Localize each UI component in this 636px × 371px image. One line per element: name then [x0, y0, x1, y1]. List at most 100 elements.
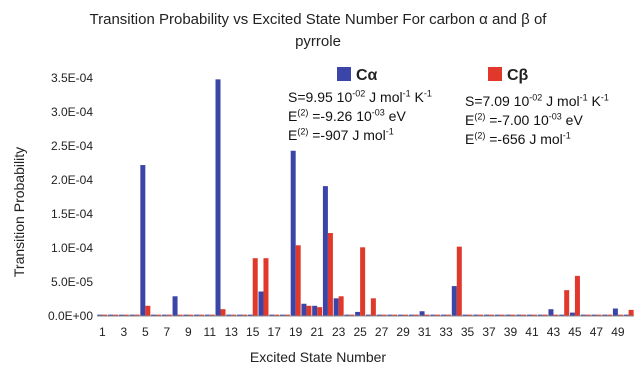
bar-cbeta-47 — [596, 314, 602, 316]
bar-calpha-39 — [505, 314, 511, 316]
bar-cbeta-12 — [220, 309, 226, 316]
bar-cbeta-16 — [263, 258, 269, 316]
x-tick-label: 45 — [568, 325, 582, 339]
cbeta-energy-ev: E(2) =-7.00 10-03 eV — [465, 111, 583, 128]
bar-cbeta-42 — [542, 314, 548, 316]
bar-calpha-29 — [398, 314, 404, 316]
bar-calpha-27 — [376, 314, 382, 316]
bar-calpha-37 — [484, 314, 490, 316]
x-tick-label: 49 — [611, 325, 625, 339]
x-tick-label: 3 — [121, 325, 128, 339]
bar-cbeta-11 — [209, 314, 215, 316]
x-tick-label: 1 — [99, 325, 106, 339]
bar-calpha-41 — [526, 314, 532, 316]
bar-calpha-47 — [591, 314, 597, 316]
bar-calpha-31 — [419, 311, 425, 316]
bar-calpha-8 — [172, 296, 178, 316]
bar-cbeta-30 — [413, 314, 419, 316]
x-tick-label: 19 — [289, 325, 303, 339]
bar-calpha-6 — [151, 314, 157, 316]
x-tick-label: 17 — [268, 325, 282, 339]
bar-cbeta-33 — [446, 314, 452, 316]
bar-calpha-49 — [612, 308, 618, 316]
legend-label-cbeta: Cβ — [507, 67, 529, 84]
bar-cbeta-9 — [188, 314, 194, 316]
x-tick-label: 23 — [332, 325, 346, 339]
bar-cbeta-20 — [306, 305, 312, 316]
bar-cbeta-32 — [435, 314, 441, 316]
bar-cbeta-19 — [295, 245, 301, 316]
x-tick-label: 41 — [525, 325, 539, 339]
x-tick-label: 25 — [353, 325, 367, 339]
bar-calpha-7 — [161, 314, 167, 316]
bar-cbeta-14 — [241, 314, 247, 316]
bar-cbeta-6 — [156, 314, 162, 316]
x-tick-label: 27 — [375, 325, 389, 339]
calpha-energy-ev: E(2) =-9.26 10-03 eV — [288, 107, 406, 124]
bar-calpha-19 — [290, 150, 296, 316]
bar-calpha-20 — [301, 303, 307, 316]
x-tick-label: 15 — [246, 325, 260, 339]
y-axis-ticks: 0.0E+00 5.0E-05 1.0E-04 1.5E-04 2.0E-04 2.5E-… — [48, 71, 93, 323]
bar-calpha-25 — [355, 311, 361, 316]
y-tick-label: 3.0E-04 — [51, 105, 93, 119]
y-tick-label: 2.5E-04 — [51, 139, 93, 153]
bar-calpha-15 — [247, 314, 253, 316]
bar-calpha-35 — [462, 314, 468, 316]
bar-cbeta-49 — [617, 314, 623, 316]
bar-calpha-42 — [537, 314, 543, 316]
bar-calpha-33 — [441, 314, 447, 316]
bar-cbeta-24 — [349, 314, 355, 316]
bar-calpha-28 — [387, 314, 393, 316]
bar-calpha-32 — [430, 314, 436, 316]
x-tick-label: 31 — [418, 325, 432, 339]
bar-cbeta-48 — [607, 314, 613, 316]
bar-calpha-23 — [333, 298, 339, 316]
x-tick-label: 37 — [482, 325, 496, 339]
bar-cbeta-39 — [510, 314, 516, 316]
bar-cbeta-5 — [145, 305, 151, 316]
bar-cbeta-36 — [478, 314, 484, 316]
bar-calpha-5 — [140, 165, 146, 316]
bar-cbeta-50 — [628, 309, 634, 316]
calpha-entropy: S=9.95 10-02 J mol-1 K-1 — [288, 88, 432, 105]
x-tick-label: 35 — [461, 325, 475, 339]
bar-cbeta-43 — [553, 314, 559, 316]
x-tick-label: 39 — [504, 325, 518, 339]
bar-calpha-44 — [559, 314, 565, 316]
bar-cbeta-15 — [252, 258, 258, 316]
legend-swatch-calpha — [337, 67, 351, 81]
x-tick-label: 5 — [142, 325, 149, 339]
x-tick-label: 21 — [310, 325, 324, 339]
x-tick-label: 29 — [396, 325, 410, 339]
x-tick-label: 43 — [547, 325, 561, 339]
bar-cbeta-27 — [381, 314, 387, 316]
y-tick-label: 1.5E-04 — [51, 207, 93, 221]
bar-calpha-1 — [97, 314, 103, 316]
bar-cbeta-4 — [134, 314, 140, 316]
legend-label-calpha: Cα — [356, 67, 378, 84]
bar-calpha-13 — [226, 314, 232, 316]
bar-cbeta-28 — [392, 314, 398, 316]
bar-cbeta-37 — [489, 314, 495, 316]
cbeta-energy-jmol: E(2) =-656 J mol-1 — [465, 130, 571, 147]
legend-swatch-cbeta — [488, 67, 502, 81]
bar-calpha-50 — [623, 314, 629, 316]
bar-cbeta-38 — [499, 314, 505, 316]
x-tick-label: 33 — [439, 325, 453, 339]
bar-calpha-46 — [580, 314, 586, 316]
bar-cbeta-35 — [467, 314, 473, 316]
bar-cbeta-1 — [102, 314, 108, 316]
bar-cbeta-7 — [166, 314, 172, 316]
bar-cbeta-26 — [370, 298, 376, 316]
chart-title-line2: pyrrole — [295, 33, 341, 50]
y-tick-label: 2.0E-04 — [51, 173, 93, 187]
annotation-cbeta: S=7.09 10-02 J mol-1 K-1 E(2) =-7.00 10-… — [465, 92, 609, 149]
cbeta-entropy: S=7.09 10-02 J mol-1 K-1 — [465, 92, 609, 109]
x-tick-label: 13 — [225, 325, 239, 339]
bar-cbeta-2 — [113, 314, 119, 316]
bar-calpha-16 — [258, 291, 264, 316]
bar-cbeta-21 — [317, 307, 323, 316]
bars-group — [97, 79, 634, 316]
